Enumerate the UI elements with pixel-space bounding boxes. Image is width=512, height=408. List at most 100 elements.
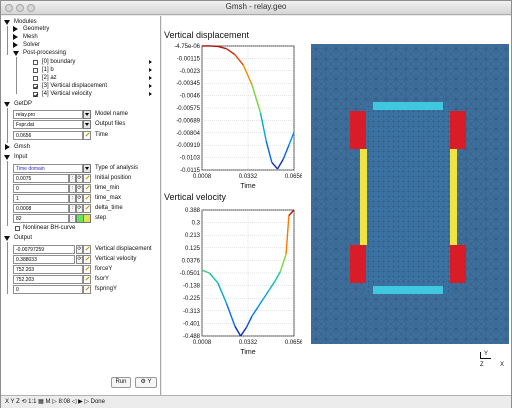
- expand-triangle-icon[interactable]: [4, 155, 10, 160]
- edit-icon[interactable]: [83, 265, 91, 274]
- submenu-arrow-icon[interactable]: [149, 60, 152, 64]
- y-tick-label: 0.3: [192, 221, 201, 227]
- initial-position-label: Initial position: [95, 175, 132, 181]
- series-segment: [268, 281, 276, 291]
- nonlinear-checkbox[interactable]: [15, 226, 20, 231]
- x-tick-label: 0.0008: [193, 174, 212, 180]
- expand-triangle-icon[interactable]: [4, 236, 10, 241]
- graphics-area[interactable]: Vertical displacement -4.75e-06 -0.00115-…: [162, 16, 511, 395]
- view-label: [1] b: [42, 67, 54, 73]
- y-tick-label: -0.00575: [176, 106, 200, 112]
- collapsed-triangle-icon[interactable]: [13, 26, 18, 32]
- stepper-icon[interactable]: :: [69, 204, 76, 213]
- options-tree-panel: Modules Geometry Mesh Solver Post-proces…: [1, 16, 161, 396]
- loop-icon[interactable]: ⟳: [76, 245, 83, 254]
- forcey-output[interactable]: 752.203: [13, 265, 83, 274]
- submenu-arrow-icon[interactable]: [149, 92, 152, 96]
- step-field[interactable]: 82: [13, 214, 69, 223]
- submenu-arrow-icon[interactable]: [149, 76, 152, 80]
- initial-position-field[interactable]: 0.0075: [13, 174, 69, 183]
- vertical-velocity-output[interactable]: 0.388033: [13, 255, 75, 264]
- x-axis-label: Time: [240, 183, 255, 190]
- edit-icon[interactable]: [83, 131, 91, 140]
- view-checkbox[interactable]: [33, 68, 38, 73]
- output-files-dropdown[interactable]: [83, 120, 91, 129]
- x-tick-label: 0.0656: [285, 340, 302, 346]
- series-segment: [288, 209, 295, 216]
- view-label: [2] az: [42, 75, 57, 81]
- view-item-vertical-displacement[interactable]: [3] Vertical displacement: [21, 82, 159, 91]
- edit-icon[interactable]: [83, 285, 91, 294]
- step-label: step: [95, 215, 107, 221]
- tree-connector: [7, 26, 8, 55]
- series-segment: [240, 327, 247, 337]
- series-segment: [217, 282, 228, 304]
- edit-icon[interactable]: [83, 184, 91, 193]
- view-checkbox[interactable]: [33, 76, 38, 81]
- tree-label: Post-processing: [23, 50, 67, 56]
- delta-time-field[interactable]: 0.0008: [13, 204, 69, 213]
- submenu-arrow-icon[interactable]: [149, 68, 152, 72]
- view-item-boundary[interactable]: [0] boundary: [21, 58, 159, 67]
- coil-top-right: [450, 111, 466, 149]
- run-button[interactable]: Run: [111, 377, 131, 388]
- loop-icon[interactable]: ⟳: [76, 255, 83, 264]
- velocity-chart: 0.388 0.3 0.213 0.125 0.0376 -0.0501 -0.138 -0.…: [180, 208, 302, 356]
- minimize-window-button[interactable]: [16, 4, 24, 12]
- zoom-window-button[interactable]: [27, 4, 35, 12]
- x-tick-label: 0.0332: [239, 174, 258, 180]
- stepper-icon[interactable]: :: [69, 214, 76, 223]
- mesh-core-lines: [365, 102, 451, 294]
- vertical-displacement-output[interactable]: -0.00797259: [13, 245, 75, 254]
- view-item-az[interactable]: [2] az: [21, 74, 159, 83]
- collapsed-triangle-icon[interactable]: [13, 34, 18, 40]
- expand-triangle-icon[interactable]: [4, 20, 10, 25]
- analysis-type-dropdown[interactable]: [83, 164, 91, 173]
- edit-icon[interactable]: [83, 174, 91, 183]
- view-item-b[interactable]: [1] b: [21, 66, 159, 75]
- y-tick-label: 0.0376: [182, 258, 201, 264]
- edit-icon[interactable]: [83, 245, 91, 254]
- fspringy-label: fspringY: [95, 286, 118, 292]
- edit-icon[interactable]: [83, 214, 91, 223]
- time-field[interactable]: 0.0656: [13, 131, 83, 140]
- tree-label: Gmsh: [14, 144, 31, 150]
- close-window-button[interactable]: [5, 4, 13, 12]
- expand-triangle-icon[interactable]: [13, 51, 19, 56]
- stepper-icon[interactable]: :: [69, 184, 76, 193]
- analysis-type-field[interactable]: Time domain: [13, 164, 83, 173]
- yoke-right: [450, 149, 457, 245]
- collapsed-triangle-icon[interactable]: [5, 144, 10, 150]
- stepper-icon[interactable]: :: [69, 194, 76, 203]
- loop-icon[interactable]: ⟳: [76, 184, 83, 193]
- y-tick-label: -0.0023: [180, 69, 201, 75]
- expand-triangle-icon[interactable]: [4, 102, 10, 107]
- submenu-arrow-icon[interactable]: [149, 84, 152, 88]
- loop-icon[interactable]: ⟳: [76, 204, 83, 213]
- view-item-vertical-velocity[interactable]: [4] Vertical velocity: [21, 90, 159, 99]
- view-checkbox[interactable]: [33, 84, 38, 89]
- edit-icon[interactable]: [83, 255, 91, 264]
- model-name-dropdown[interactable]: [83, 110, 91, 119]
- view-checkbox[interactable]: [33, 92, 38, 97]
- view-label: [0] boundary: [42, 59, 76, 65]
- y-tick-label: -0.313: [183, 309, 201, 315]
- y-tick-label: -0.0501: [180, 271, 201, 277]
- time-min-field[interactable]: 0: [13, 184, 69, 193]
- edit-icon[interactable]: [83, 194, 91, 203]
- output-files-field[interactable]: Fspr.dat: [13, 120, 83, 129]
- settings-button[interactable]: ⚙ Y: [135, 377, 157, 388]
- model-name-label: Model name: [95, 111, 129, 117]
- loop-icon[interactable]: ⟳: [76, 194, 83, 203]
- fsory-output[interactable]: 752.203: [13, 275, 83, 284]
- time-max-field[interactable]: 1: [13, 194, 69, 203]
- model-name-field[interactable]: relay.pro: [13, 110, 83, 119]
- fspringy-output[interactable]: 0: [13, 285, 83, 294]
- stepper-icon[interactable]: :: [69, 174, 76, 183]
- loop-icon[interactable]: ⟳: [76, 174, 83, 183]
- edit-icon[interactable]: [83, 275, 91, 284]
- mesh-view[interactable]: [311, 44, 509, 344]
- edit-icon[interactable]: [83, 204, 91, 213]
- collapsed-triangle-icon[interactable]: [13, 42, 18, 48]
- view-checkbox[interactable]: [33, 60, 38, 65]
